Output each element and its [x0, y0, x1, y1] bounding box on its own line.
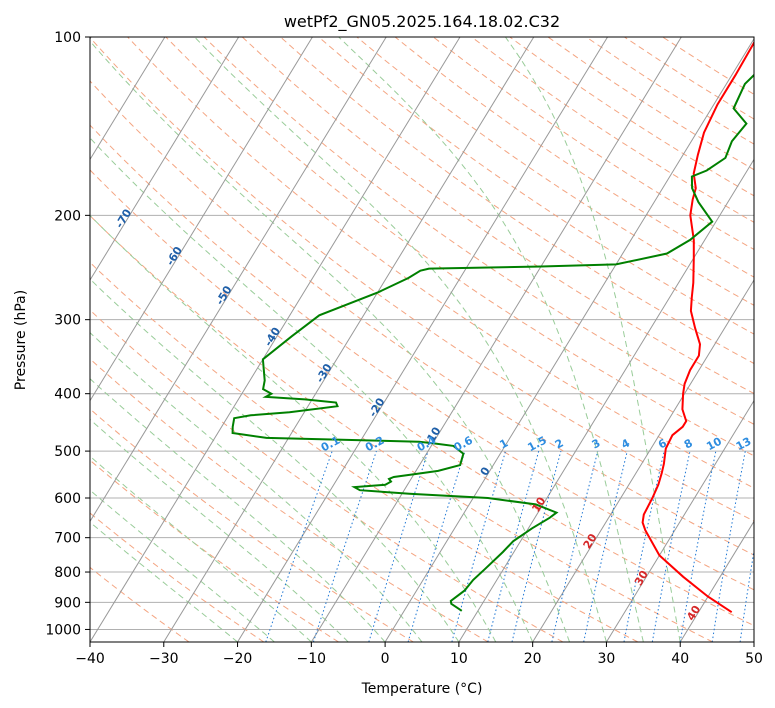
isotherm-line	[384, 37, 754, 642]
x-tick-label: −20	[223, 651, 253, 667]
y-tick-label: 200	[54, 208, 81, 224]
mixing-ratio-label: 10	[704, 435, 724, 454]
isotherm-line	[90, 37, 387, 523]
dry-adiabat-line	[90, 169, 754, 627]
x-tick-label: −40	[75, 651, 105, 667]
isotherm-line	[606, 399, 754, 642]
moist-adiabat-line	[90, 214, 497, 642]
isotherm-label: 20	[581, 531, 600, 551]
isotherm-label: 10	[529, 494, 548, 514]
isotherm-line	[90, 37, 166, 161]
mixing-ratio-line	[551, 450, 599, 642]
isotherm-label: -70	[113, 206, 135, 230]
dry-adiabat-line	[203, 37, 754, 425]
dry-adiabat-line	[90, 261, 639, 642]
moist-adiabat-line	[90, 489, 275, 642]
dry-adiabat-line	[90, 309, 564, 642]
mixing-ratio-line	[451, 450, 506, 642]
mixing-ratio-line	[651, 450, 691, 642]
x-axis-label: Temperature (°C)	[361, 681, 483, 697]
mixing-ratio-label: 16	[760, 434, 775, 453]
isotherm-label: -90	[12, 131, 34, 155]
dry-adiabat-line	[280, 37, 754, 365]
isotherm-line	[237, 37, 608, 642]
dry-adiabat-line	[90, 124, 754, 591]
isotherm-label: -30	[313, 361, 335, 385]
mixing-ratio-line	[623, 450, 665, 642]
moist-adiabat-line	[90, 331, 423, 642]
moist-adiabat-line	[504, 37, 681, 642]
moist-adiabat-line	[338, 37, 644, 642]
x-tick-label: −10	[297, 651, 327, 667]
dry-adiabat-line	[90, 566, 190, 642]
x-tick-label: −30	[149, 651, 179, 667]
x-tick-label: 0	[381, 651, 390, 667]
isotherm-line	[310, 37, 682, 642]
dry-adiabat-line	[356, 37, 754, 306]
isotherm-label: 40	[684, 603, 703, 623]
y-tick-label: 500	[54, 444, 81, 460]
mixing-ratio-line	[487, 450, 540, 642]
x-tick-label: 30	[598, 651, 616, 667]
mixing-ratio-line	[739, 547, 754, 642]
temperature-profile-line	[641, 40, 754, 614]
y-tick-label: 100	[54, 30, 81, 46]
x-tick-label: 50	[745, 651, 763, 667]
isotherm-line	[90, 37, 240, 282]
dry-adiabat-line	[90, 512, 265, 642]
dry-adiabat-line	[90, 80, 754, 556]
isotherm-label: 30	[632, 568, 651, 588]
dry-adiabat-line	[90, 37, 754, 522]
y-axis-label: Pressure (hPa)	[13, 290, 29, 390]
isotherm-line	[458, 158, 754, 642]
x-tick-label: 10	[450, 651, 468, 667]
isotherm-line	[753, 641, 754, 642]
plot-area: -100-90-80-70-60-50-40-30-20-10010203040…	[12, 37, 775, 642]
y-tick-label: 400	[54, 387, 81, 403]
isotherm-label: -80	[60, 171, 82, 195]
y-tick-label: 900	[54, 595, 81, 611]
isotherm-line	[90, 37, 313, 402]
mixing-ratio-label: 8	[682, 436, 695, 451]
x-tick-label: 40	[671, 651, 689, 667]
mixing-ratio-line	[511, 450, 562, 642]
moist-adiabat-line	[90, 378, 386, 642]
dry-adiabat-line	[471, 37, 754, 223]
chart-title: wetPf2_GN05.2025.164.18.02.C32	[284, 12, 560, 32]
isotherm-label: 0	[478, 465, 493, 479]
dry-adiabat-line	[90, 358, 489, 642]
mixing-ratio-line	[765, 451, 775, 642]
mixing-ratio-line	[265, 450, 333, 642]
plot-frame	[89, 36, 755, 643]
dewpoint-profile-line	[231, 73, 754, 612]
mixing-ratio-label: 2	[553, 436, 566, 451]
moist-adiabat-line	[90, 278, 460, 642]
isotherm-line	[90, 37, 461, 642]
y-tick-label: 600	[54, 491, 81, 507]
moist-adiabat-line	[194, 37, 607, 642]
mixing-ratio-line	[407, 450, 466, 642]
dry-adiabat-line	[241, 37, 754, 395]
y-tick-label: 1000	[45, 622, 81, 638]
mixing-ratio-label: 13	[734, 435, 754, 454]
y-tick-label: 800	[54, 565, 81, 581]
dry-adiabat-line	[90, 408, 414, 642]
isotherm-line	[532, 279, 754, 642]
y-tick-label: 700	[54, 531, 81, 547]
y-tick-label: 300	[54, 313, 81, 329]
mixing-ratio-line	[312, 450, 377, 642]
dry-adiabat-line	[90, 214, 713, 642]
moist-adiabat-line	[90, 40, 571, 642]
moist-adiabat-line	[90, 521, 238, 642]
mixing-ratio-label: 3	[590, 436, 603, 451]
isotherm-label: -60	[164, 244, 186, 268]
mixing-ratio-line	[583, 450, 628, 642]
moist-adiabat-line	[90, 418, 349, 642]
x-tick-label: 20	[524, 651, 542, 667]
isotherm-line	[679, 520, 754, 642]
axes: −40 −30 −20 −10 0 10 20 30 40 5010020030040050060…	[45, 30, 763, 667]
mixing-ratio-line	[368, 450, 429, 642]
isotherm-line	[163, 37, 535, 642]
